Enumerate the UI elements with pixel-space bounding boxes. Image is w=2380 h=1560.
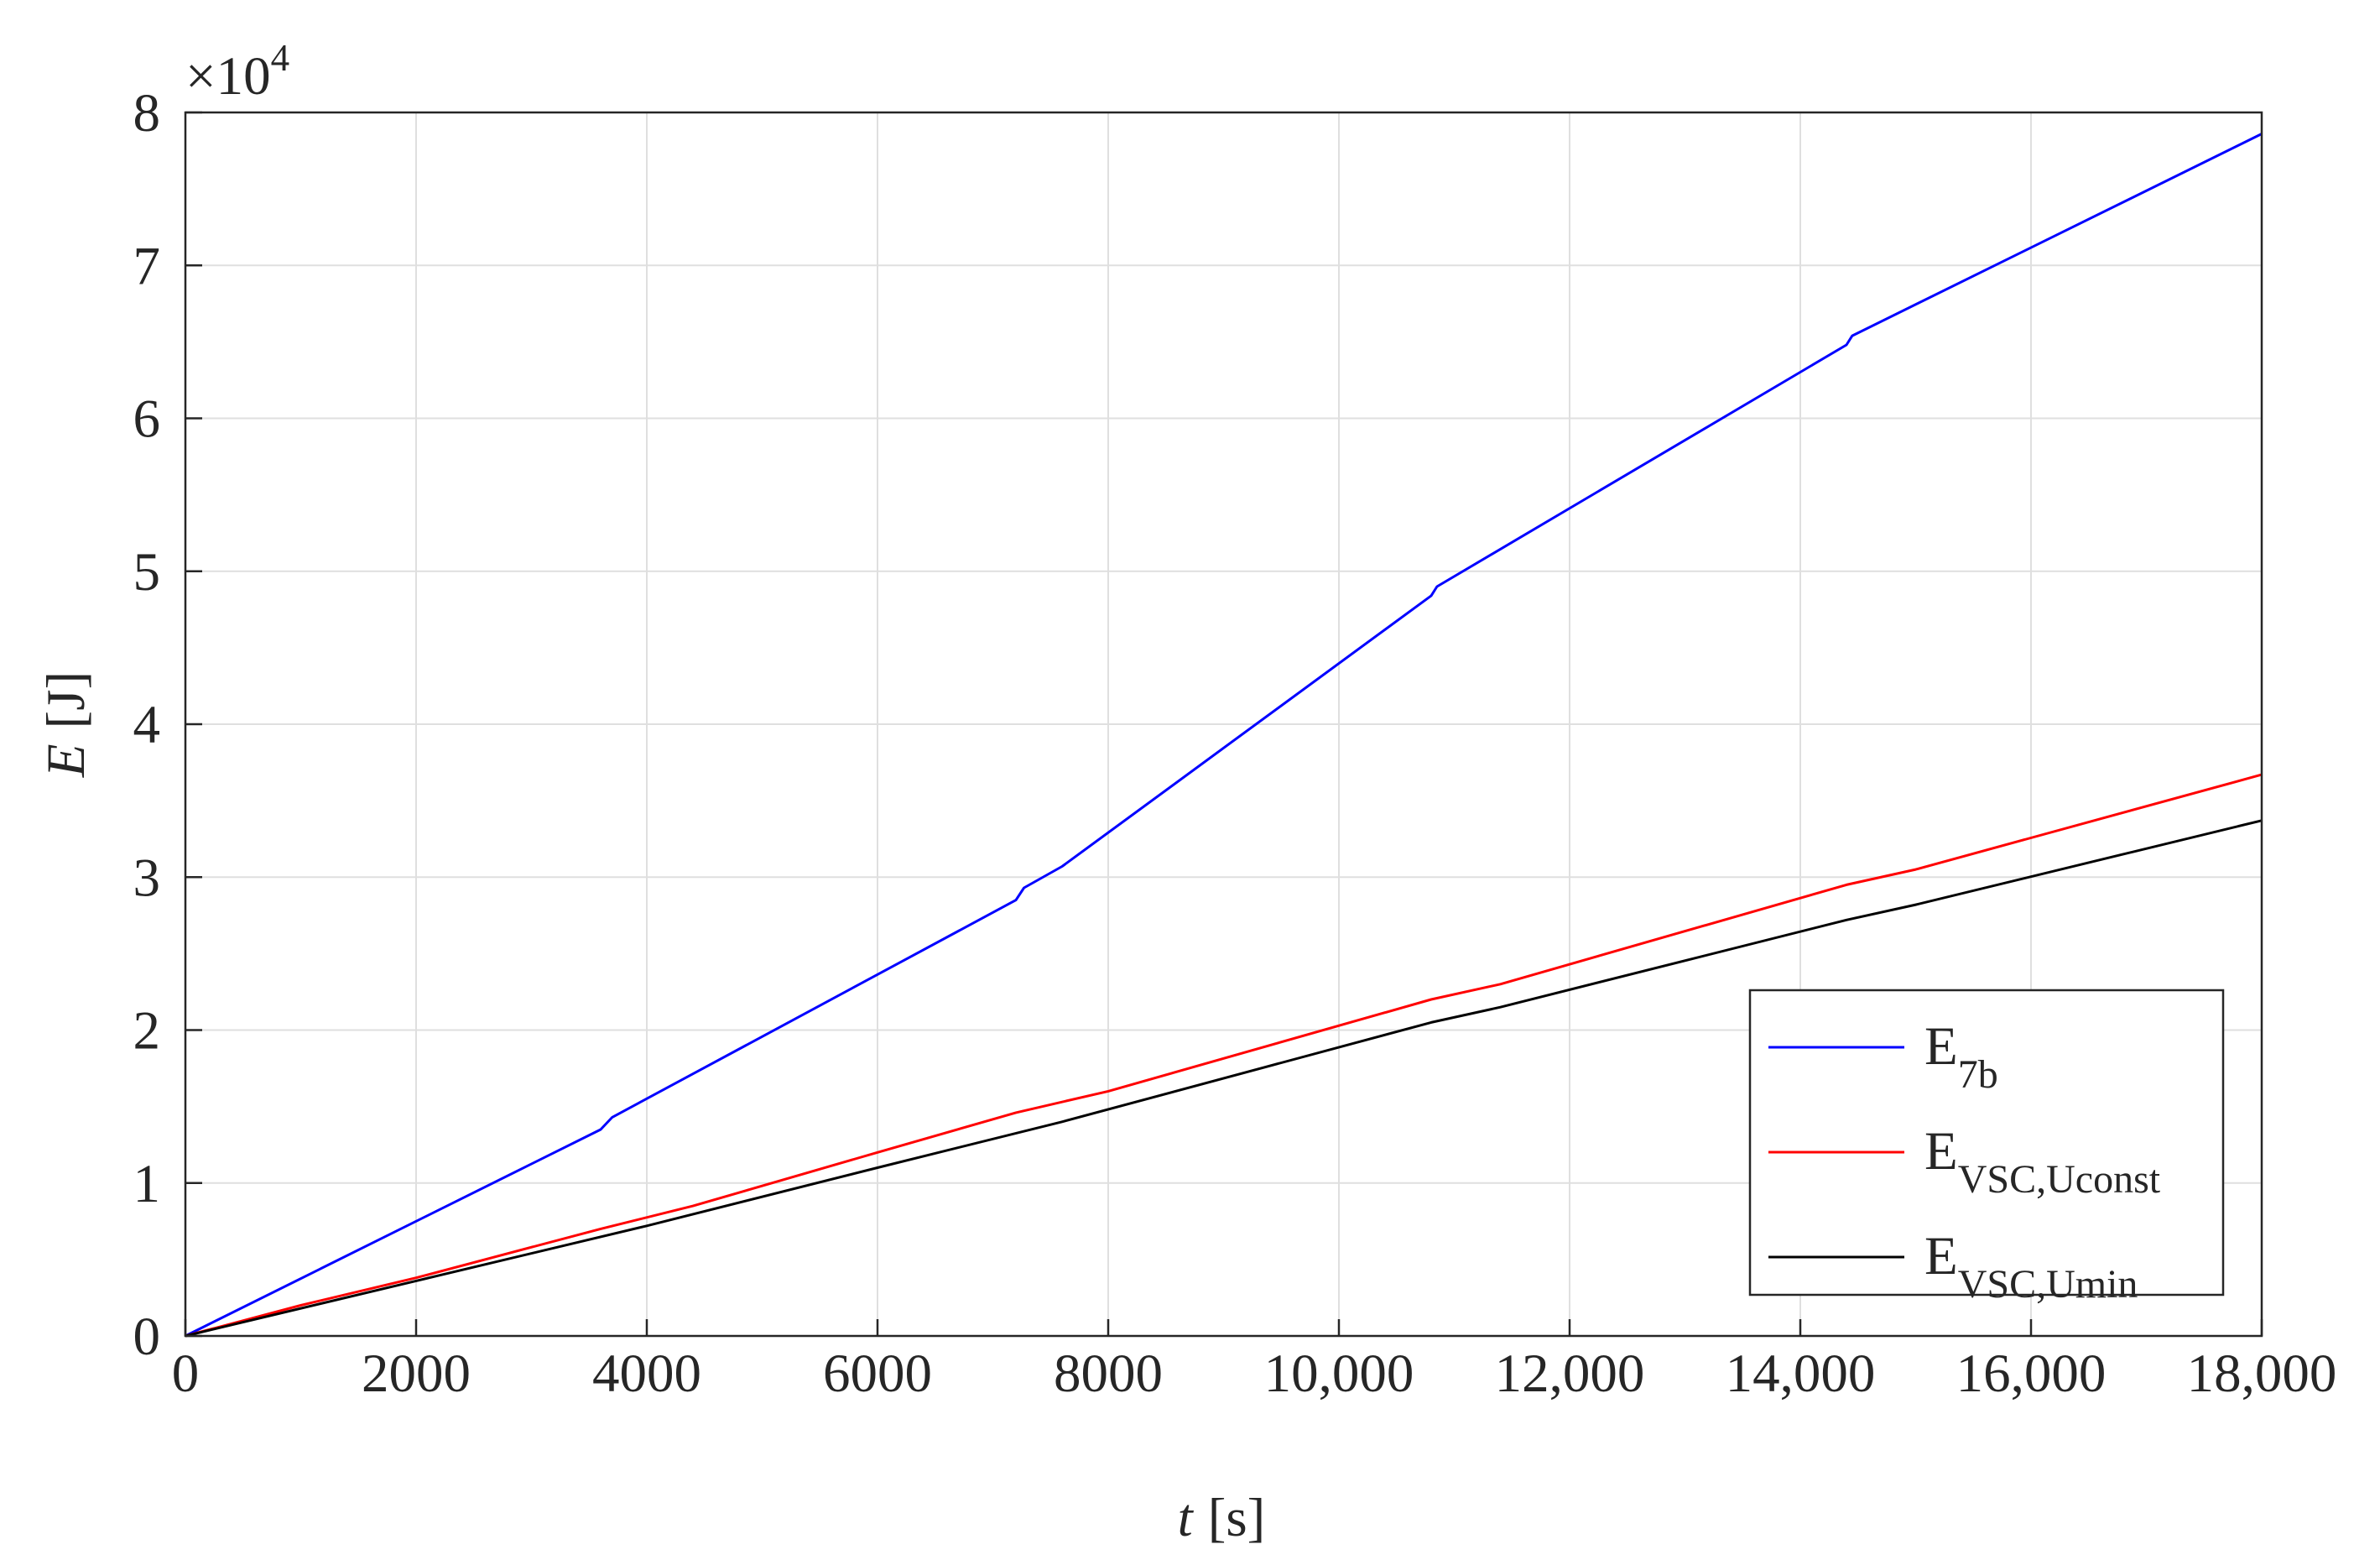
x-label-unit: [s]: [1208, 1488, 1266, 1548]
x-axis-label: t [s]: [1178, 1488, 1266, 1548]
legend-subscript: VSC,Umin: [1958, 1262, 2138, 1307]
legend-name: E: [1924, 1016, 1958, 1077]
y-axis-label: E [J]: [36, 671, 96, 778]
series-line: [185, 819, 2263, 1338]
x-tick-label: 2000: [362, 1343, 471, 1404]
y-tick-label: 3: [133, 848, 161, 908]
y-tick-label: 0: [133, 1307, 161, 1367]
x-tick-label: 6000: [823, 1343, 932, 1404]
legend-name: E: [1924, 1121, 1958, 1182]
y-multiplier: ×104: [185, 37, 289, 107]
x-tick-label: 16,000: [1956, 1343, 2107, 1404]
y-tick-label: 6: [133, 389, 161, 450]
legend-label: E7b: [1924, 1016, 1998, 1097]
legend-subscript: VSC,Uconst: [1958, 1157, 2161, 1202]
y-multiplier-base: ×10: [185, 46, 271, 107]
legend-label: EVSC,Uconst: [1924, 1121, 2161, 1202]
x-label-symbol: t: [1178, 1488, 1195, 1548]
x-tick-label: 14,000: [1726, 1343, 1876, 1404]
y-label-unit: [J]: [36, 671, 96, 729]
x-tick-label: 10,000: [1264, 1343, 1414, 1404]
ticks: 0 2000 4000 6000 8000 10,000 12,000 14,000 16,00…: [133, 83, 2337, 1404]
x-tick-label: 12,000: [1495, 1343, 1645, 1404]
x-tick-label: 18,000: [2187, 1343, 2337, 1404]
legend-subscript: 7b: [1958, 1052, 1998, 1097]
plot-lines: [185, 133, 2263, 1338]
series-line: [185, 773, 2263, 1338]
x-tick-label: 8000: [1054, 1343, 1163, 1404]
y-tick-label: 5: [133, 542, 161, 603]
legend-box: [1748, 989, 2225, 1297]
y-tick-label: 2: [133, 1001, 161, 1062]
x-tick-label: 0: [172, 1343, 200, 1404]
series-line: [185, 133, 2263, 1338]
y-tick-label: 8: [133, 83, 161, 143]
y-tick-label: 1: [133, 1154, 161, 1214]
y-tick-label: 7: [133, 236, 161, 296]
y-label-symbol: E: [36, 743, 96, 778]
legend-label: EVSC,Umin: [1924, 1226, 2138, 1307]
y-tick-label: 4: [133, 695, 161, 755]
legend-name: E: [1924, 1226, 1958, 1286]
x-tick-label: 4000: [592, 1343, 701, 1404]
y-multiplier-exponent: 4: [271, 37, 290, 79]
